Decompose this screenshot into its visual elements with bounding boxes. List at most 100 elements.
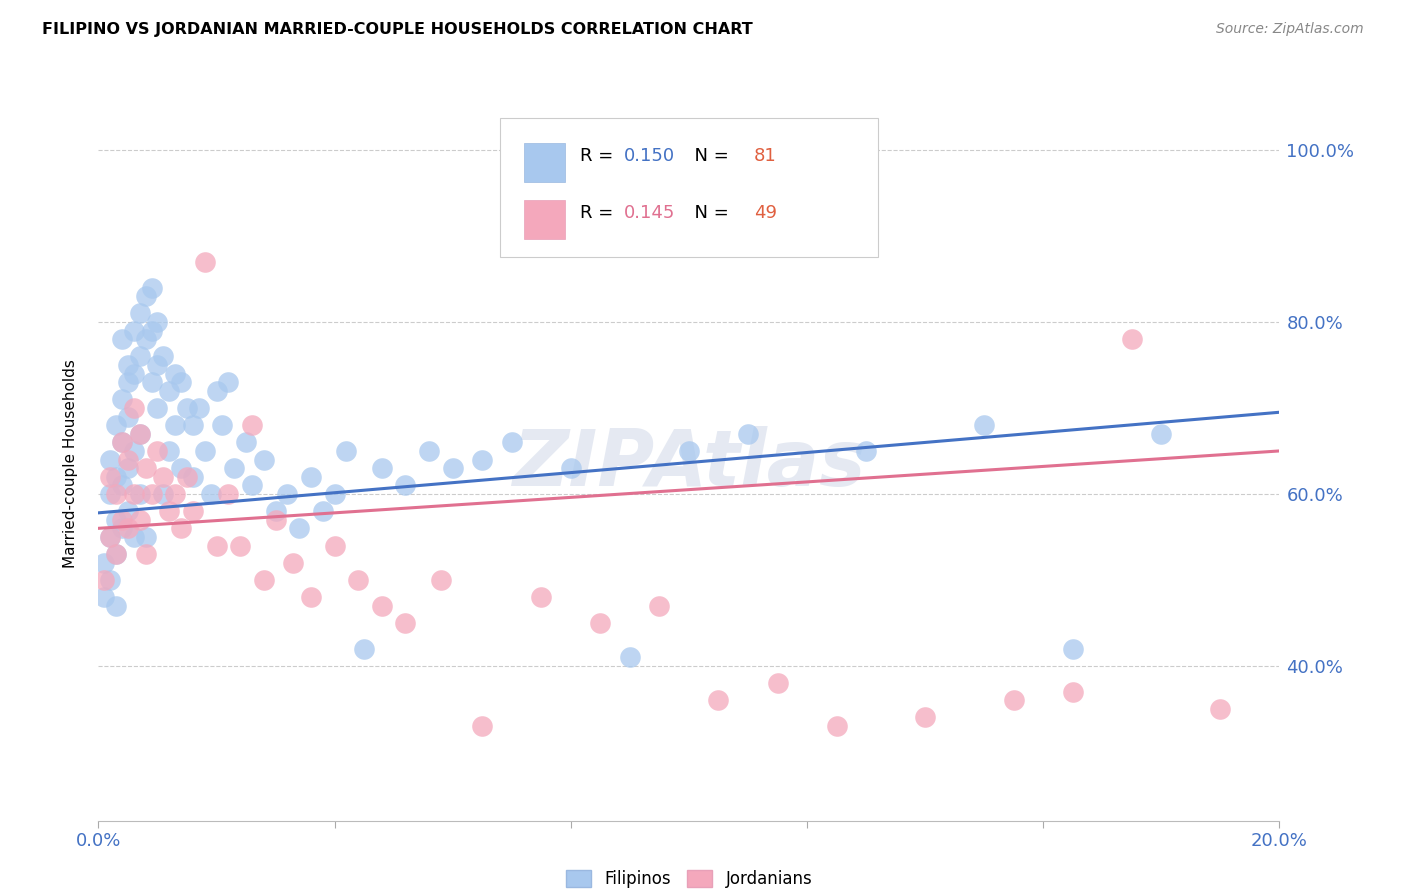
Point: [707, 693, 730, 707]
Point: [418, 444, 440, 458]
Point: [240, 418, 263, 433]
Point: [146, 315, 169, 329]
Point: [1209, 702, 1232, 716]
Text: 49: 49: [754, 203, 778, 221]
Point: [205, 539, 228, 553]
Text: N =: N =: [683, 203, 734, 221]
Point: [299, 469, 322, 483]
Point: [111, 392, 134, 407]
Point: [766, 676, 789, 690]
Point: [122, 487, 145, 501]
Point: [128, 426, 150, 441]
Point: [170, 521, 193, 535]
Point: [111, 435, 134, 450]
Point: [430, 573, 453, 587]
Point: [1062, 684, 1084, 698]
Point: [98, 530, 121, 544]
Point: [253, 452, 276, 467]
Point: [165, 487, 187, 501]
Point: [1062, 641, 1084, 656]
Point: [299, 590, 322, 604]
Point: [530, 590, 553, 604]
Point: [224, 461, 246, 475]
Point: [98, 573, 121, 587]
Point: [264, 504, 287, 518]
Point: [157, 444, 180, 458]
Point: [122, 367, 145, 381]
Point: [619, 650, 641, 665]
Point: [589, 615, 612, 630]
Point: [122, 530, 145, 544]
Point: [111, 478, 134, 492]
Point: [205, 384, 228, 398]
Point: [560, 461, 582, 475]
Point: [229, 539, 252, 553]
Text: R =: R =: [581, 203, 619, 221]
FancyBboxPatch shape: [501, 118, 877, 257]
Point: [111, 521, 134, 535]
Point: [323, 539, 346, 553]
Point: [122, 401, 145, 415]
Point: [105, 513, 128, 527]
Point: [105, 547, 128, 561]
Point: [471, 719, 494, 733]
Text: FILIPINO VS JORDANIAN MARRIED-COUPLE HOUSEHOLDS CORRELATION CHART: FILIPINO VS JORDANIAN MARRIED-COUPLE HOU…: [42, 22, 754, 37]
Point: [135, 332, 157, 346]
Point: [117, 504, 139, 518]
Point: [117, 375, 139, 389]
Point: [335, 444, 357, 458]
Point: [276, 487, 298, 501]
Point: [146, 401, 169, 415]
Point: [200, 487, 222, 501]
Point: [111, 513, 134, 527]
Point: [146, 444, 169, 458]
Point: [157, 504, 180, 518]
Point: [264, 513, 287, 527]
Point: [98, 469, 121, 483]
Point: [176, 469, 198, 483]
Point: [176, 401, 198, 415]
Point: [1002, 693, 1025, 707]
Point: [471, 452, 494, 467]
Point: [135, 530, 157, 544]
Point: [111, 332, 134, 346]
Point: [1121, 332, 1143, 346]
Point: [194, 254, 217, 268]
Point: [135, 289, 157, 303]
Point: [170, 461, 193, 475]
Point: [117, 452, 139, 467]
Text: 81: 81: [754, 146, 776, 164]
Point: [105, 418, 128, 433]
Point: [98, 487, 121, 501]
Point: [253, 573, 276, 587]
Point: [181, 418, 204, 433]
Point: [211, 418, 233, 433]
Point: [141, 487, 163, 501]
Point: [93, 556, 115, 570]
Point: [141, 324, 163, 338]
Point: [678, 444, 700, 458]
Point: [117, 409, 139, 424]
Point: [353, 641, 375, 656]
Point: [122, 444, 145, 458]
Point: [187, 401, 209, 415]
Point: [98, 452, 121, 467]
Point: [152, 350, 174, 364]
Point: [371, 599, 394, 613]
Text: 0.145: 0.145: [624, 203, 675, 221]
FancyBboxPatch shape: [523, 200, 565, 239]
Point: [1150, 426, 1173, 441]
Point: [288, 521, 311, 535]
Point: [312, 504, 335, 518]
Point: [914, 710, 936, 724]
Text: ZIPAtlas: ZIPAtlas: [512, 425, 866, 502]
Point: [105, 487, 128, 501]
Point: [157, 384, 180, 398]
Point: [135, 547, 157, 561]
Point: [371, 461, 394, 475]
Y-axis label: Married-couple Households: Married-couple Households: [63, 359, 77, 568]
Point: [973, 418, 995, 433]
Point: [170, 375, 193, 389]
Text: N =: N =: [683, 146, 734, 164]
Point: [394, 478, 416, 492]
